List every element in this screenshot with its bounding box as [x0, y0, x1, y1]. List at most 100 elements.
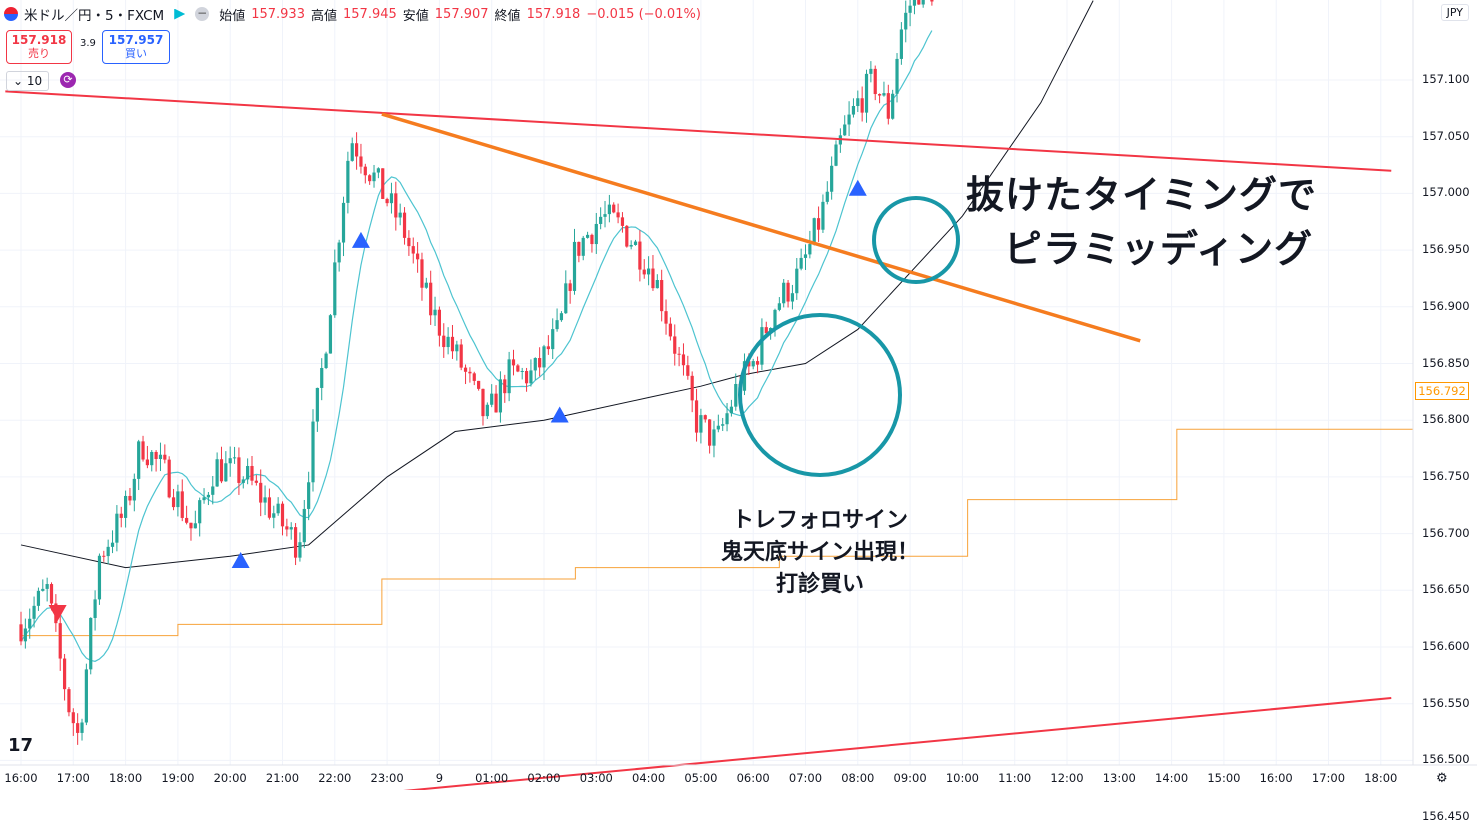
candle-body [402, 212, 407, 238]
open-value: 157.933 [251, 6, 305, 22]
candle-body [246, 466, 250, 480]
collapse-icon[interactable]: − [195, 6, 210, 21]
candle-body [115, 513, 119, 543]
candle-body [912, 0, 917, 6]
candle-body [891, 93, 895, 119]
currency-badge[interactable]: JPY [1440, 4, 1469, 21]
candle-body [45, 584, 49, 589]
time-tick-label: 20:00 [213, 771, 247, 785]
candle-body [280, 503, 285, 527]
candle-body [612, 204, 616, 213]
candle-body [677, 353, 681, 355]
candle-body [904, 12, 908, 30]
symbol-title[interactable]: 米ドル／円・5・FXCM [24, 8, 165, 24]
candle-body [433, 309, 437, 316]
time-tick-label: 12:00 [1050, 771, 1084, 785]
candle-body [250, 466, 254, 481]
candle-body [712, 429, 716, 446]
price-tick-label: 156.800 [1422, 412, 1470, 427]
candle-body [350, 143, 354, 161]
candle-body [76, 723, 80, 733]
candle-body [585, 234, 590, 238]
buy-button[interactable]: 157.957 買い [102, 30, 170, 64]
bottom-signal-circle [738, 313, 902, 477]
candle-body [302, 508, 306, 543]
high-label: 高値 [310, 8, 337, 24]
candle-body [882, 93, 886, 96]
candle-body [228, 458, 232, 464]
price-chart[interactable] [0, 0, 1477, 790]
candle-body [533, 358, 537, 371]
candle-body [607, 204, 611, 215]
candle-body [821, 201, 825, 230]
candle-body [420, 259, 424, 288]
candle-body [742, 361, 747, 391]
candle-body [263, 497, 267, 503]
usd-jpy-flag-icon [4, 7, 18, 21]
candle-body [363, 166, 367, 176]
fast-moving-average [20, 30, 933, 662]
candle-body [917, 0, 921, 5]
candle-body [167, 459, 171, 498]
buy-signal-marker [550, 406, 569, 423]
candle-body [67, 689, 71, 713]
candle-body [102, 555, 106, 557]
candle-body [686, 365, 690, 376]
candle-body [930, 0, 934, 2]
candle-body [23, 628, 27, 642]
candle-body [725, 413, 729, 425]
candle-body [655, 280, 659, 289]
signal-markers [48, 179, 867, 621]
signal-annotation: トレフォロサイン 鬼天底サイン出現！ 打診買い [700, 505, 940, 601]
trendlines[interactable] [5, 90, 1392, 790]
time-tick-label: 17:00 [56, 771, 90, 785]
time-tick-label: 19:00 [161, 771, 195, 785]
candle-body [638, 241, 642, 270]
candle-body [254, 480, 258, 483]
tradingview-logo[interactable]: 17 [8, 735, 34, 756]
candle-body [921, 0, 925, 5]
candle-body [372, 172, 376, 182]
breakout-annotation: 抜けたタイミングで ピラミッディング [966, 168, 1317, 276]
change-value: −0.015 (−0.01%) [586, 6, 701, 22]
candle-body [84, 669, 88, 723]
time-tick-label: 07:00 [788, 771, 823, 785]
sell-button[interactable]: 157.918 売り [6, 30, 72, 64]
market-status-icon[interactable] [174, 8, 186, 20]
buy-signal-marker [231, 552, 250, 569]
candle-body [747, 361, 751, 367]
price-tick-label: 156.500 [1422, 752, 1470, 767]
open-label: 始値 [219, 8, 246, 24]
candle-body [546, 346, 550, 350]
candle-body [507, 359, 511, 394]
spread-value: 3.9 [80, 38, 96, 49]
candle-body [869, 68, 873, 74]
candle-body [468, 371, 472, 374]
last-price-tag: 156.792 [1415, 382, 1469, 400]
candle-body [599, 216, 603, 224]
candle-body [49, 584, 54, 604]
candle-body [572, 241, 577, 291]
breakout-line-1: 抜けたタイミングで [966, 173, 1318, 217]
time-tick-label: 23:00 [370, 771, 404, 785]
indicator-toggle[interactable]: ⌄ 10 [6, 71, 50, 91]
candle-body [459, 344, 463, 368]
candle-body [494, 393, 498, 413]
refresh-icon[interactable]: ⟳ [60, 72, 76, 88]
time-tick-label: 21:00 [265, 771, 300, 785]
candle-body [307, 482, 311, 509]
candle-body [520, 370, 524, 372]
price-tick-label: 156.900 [1422, 298, 1470, 313]
candle-body [150, 451, 154, 466]
candle-body [106, 546, 110, 557]
settings-gear-icon[interactable]: ⚙ [1436, 771, 1448, 786]
candle-body [398, 212, 402, 218]
signal-line-3: 打診買い [775, 572, 864, 597]
signal-line-1: トレフォロサイン [731, 508, 908, 533]
sell-signal-marker [48, 604, 67, 621]
candle-body [625, 225, 629, 247]
buy-label: 買い [125, 47, 147, 60]
candle-body [442, 335, 446, 348]
sell-price: 157.918 [11, 33, 67, 47]
candle-body [154, 451, 158, 459]
